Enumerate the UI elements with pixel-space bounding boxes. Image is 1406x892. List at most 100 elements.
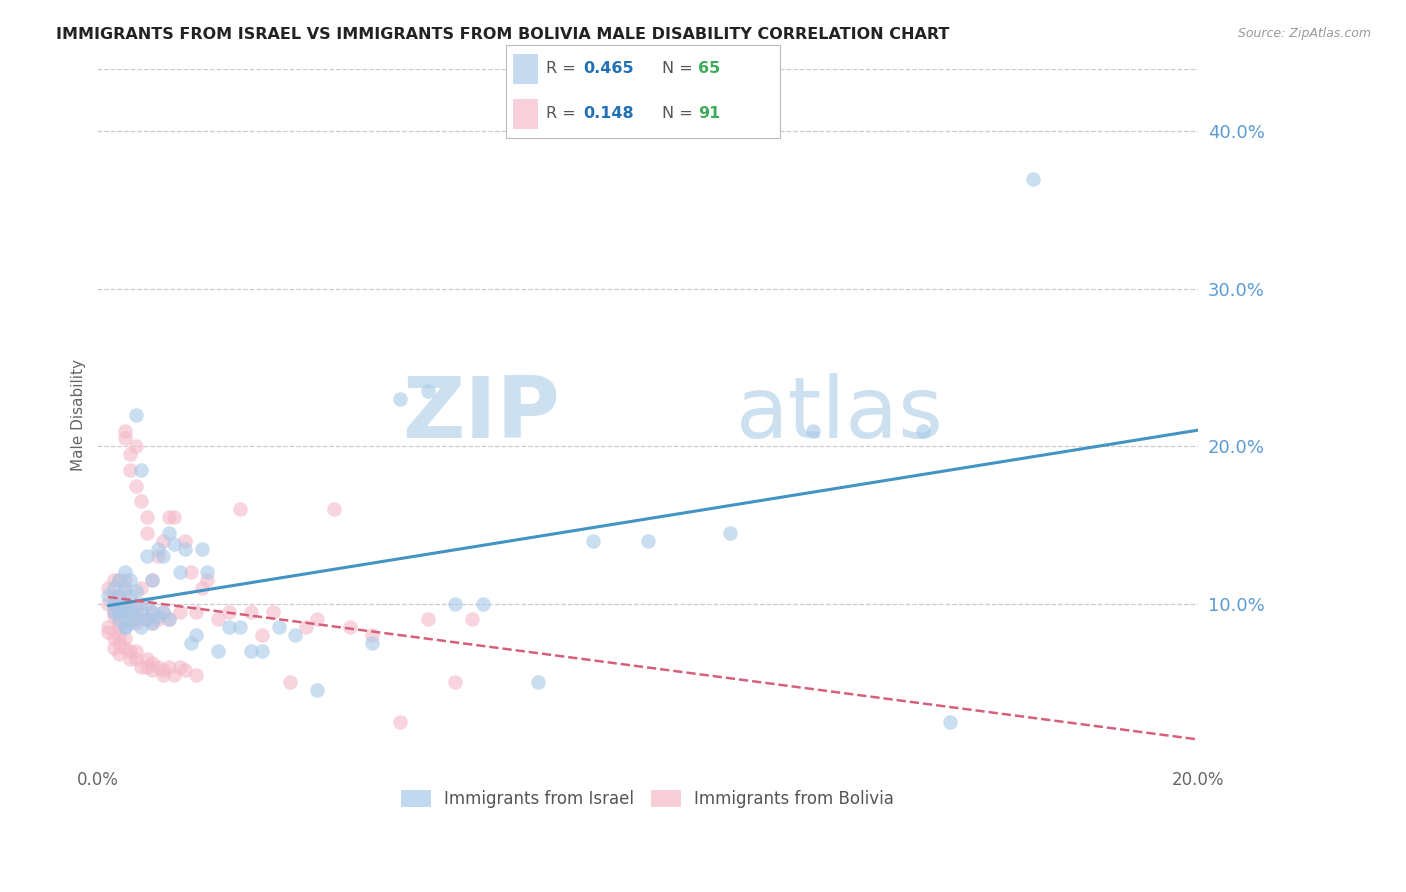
Point	[114, 605, 136, 619]
Point	[163, 667, 186, 681]
Point	[135, 549, 157, 564]
Point	[218, 605, 240, 619]
Point	[157, 612, 180, 626]
Point	[141, 657, 163, 671]
Point	[141, 605, 163, 619]
Point	[146, 541, 169, 556]
Text: R =: R =	[546, 62, 575, 77]
Point	[278, 675, 301, 690]
Point	[197, 573, 219, 587]
Point	[108, 628, 131, 642]
Point	[191, 581, 214, 595]
Point	[135, 525, 157, 540]
Point	[131, 612, 153, 626]
Point	[169, 565, 191, 579]
Point	[252, 628, 274, 642]
Point	[252, 644, 274, 658]
Text: 0.465: 0.465	[583, 62, 634, 77]
Point	[229, 620, 252, 634]
Text: N =: N =	[662, 106, 693, 121]
Point	[152, 605, 174, 619]
Point	[120, 644, 142, 658]
Point	[229, 502, 252, 516]
Point	[163, 537, 186, 551]
Point	[125, 615, 148, 630]
Point	[108, 612, 131, 626]
Text: atlas: atlas	[735, 373, 943, 457]
Point	[169, 605, 191, 619]
Point	[135, 652, 157, 666]
Point	[1022, 171, 1045, 186]
Point	[135, 612, 157, 626]
Point	[141, 663, 163, 677]
Point	[141, 615, 163, 630]
Point	[637, 533, 659, 548]
Point	[120, 615, 142, 630]
Text: ZIP: ZIP	[402, 373, 560, 457]
Point	[284, 628, 307, 642]
Point	[120, 605, 142, 619]
Point	[103, 605, 125, 619]
Point	[801, 424, 824, 438]
Point	[97, 597, 120, 611]
Point	[131, 659, 153, 673]
Point	[103, 581, 125, 595]
Text: R =: R =	[546, 106, 575, 121]
Point	[97, 620, 120, 634]
Text: 65: 65	[697, 62, 720, 77]
Point	[339, 620, 361, 634]
Point	[307, 612, 329, 626]
Text: N =: N =	[662, 62, 693, 77]
Point	[186, 628, 208, 642]
Point	[460, 612, 482, 626]
Point	[152, 667, 174, 681]
Point	[103, 605, 125, 619]
Point	[174, 533, 197, 548]
Point	[174, 541, 197, 556]
Point	[103, 589, 125, 603]
Point	[207, 612, 229, 626]
Point	[157, 510, 180, 524]
Point	[125, 644, 148, 658]
Point	[152, 549, 174, 564]
Point	[114, 632, 136, 646]
Point	[125, 408, 148, 422]
Point	[295, 620, 318, 634]
Point	[471, 597, 494, 611]
Point	[146, 549, 169, 564]
Point	[125, 605, 148, 619]
Point	[135, 597, 157, 611]
Point	[718, 525, 741, 540]
Point	[120, 573, 142, 587]
Point	[108, 605, 131, 619]
Point	[120, 463, 142, 477]
Point	[146, 609, 169, 624]
Point	[125, 478, 148, 492]
Point	[114, 620, 136, 634]
Point	[120, 597, 142, 611]
Point	[103, 609, 125, 624]
Text: Source: ZipAtlas.com: Source: ZipAtlas.com	[1237, 27, 1371, 40]
Text: 0.148: 0.148	[583, 106, 634, 121]
Point	[131, 605, 153, 619]
Point	[174, 663, 197, 677]
Y-axis label: Male Disability: Male Disability	[72, 359, 86, 471]
Point	[240, 644, 263, 658]
Point	[114, 612, 136, 626]
Point	[120, 447, 142, 461]
Point	[163, 510, 186, 524]
Point	[108, 615, 131, 630]
Point	[141, 573, 163, 587]
Point	[146, 612, 169, 626]
Point	[114, 424, 136, 438]
Point	[444, 597, 467, 611]
Point	[135, 612, 157, 626]
Point	[125, 652, 148, 666]
Point	[114, 597, 136, 611]
Point	[526, 675, 548, 690]
Point	[114, 584, 136, 599]
Point	[361, 628, 384, 642]
Point	[131, 620, 153, 634]
Point	[120, 652, 142, 666]
Point	[152, 663, 174, 677]
